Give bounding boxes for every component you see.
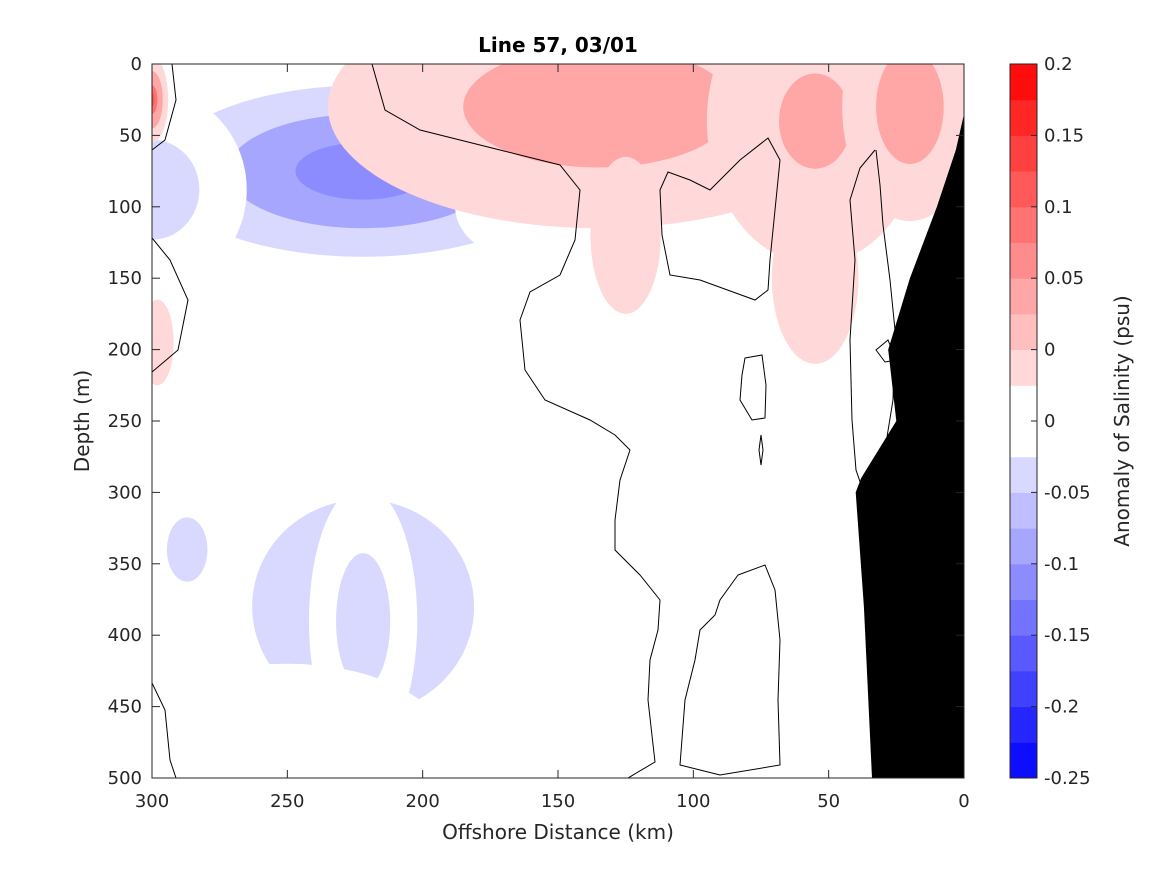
- contour-field: [152, 64, 964, 778]
- bathymetry-mask: [855, 114, 964, 778]
- colorbar-level: [1010, 313, 1037, 351]
- colorbar-tick-label: 0.2: [1044, 54, 1073, 75]
- colorbar-level: [1010, 421, 1037, 458]
- zero-contour-line: [758, 434, 764, 466]
- plot-area: [152, 64, 964, 778]
- colorbar-level: [1010, 635, 1037, 672]
- y-tick-label: 500: [108, 768, 142, 789]
- colorbar-level: [1010, 278, 1037, 315]
- y-tick-label: 150: [108, 268, 142, 289]
- y-tick-label: 100: [108, 197, 142, 218]
- colorbar-level: [1010, 206, 1037, 243]
- colorbar-label: Anomaly of Salinity (psu): [1110, 295, 1134, 546]
- y-tick-label: 300: [108, 482, 142, 503]
- colorbar-level: [1010, 64, 1037, 101]
- contour-band: [530, 76, 667, 138]
- contour-band: [793, 235, 837, 322]
- x-tick-label: 150: [541, 791, 575, 812]
- colorbar-level: [1010, 670, 1037, 708]
- colorbar-ticks: -0.25 -0.2 -0.15 -0.1 -0.05 0 0 0.05 0.1 0.15 0.2: [1031, 54, 1091, 789]
- zero-contour-line: [739, 354, 767, 421]
- zero-contour-line: [371, 64, 661, 778]
- y-tick-label: 400: [108, 625, 142, 646]
- salinity-anomaly-region: [152, 89, 247, 290]
- contour-band: [779, 73, 852, 169]
- contour-band: [166, 517, 208, 582]
- colorbar-tick-label: -0.1: [1044, 554, 1079, 575]
- colorbar-tick-label: -0.2: [1044, 697, 1079, 718]
- y-tick-label: 450: [108, 697, 142, 718]
- contour-band: [152, 299, 174, 386]
- colorbar-level: [1010, 135, 1037, 172]
- colorbar-level: [1010, 742, 1037, 779]
- y-axis: 0 50 100 150 200 250 300 350 400 450 500: [108, 54, 964, 789]
- salinity-anomaly-region: [590, 156, 661, 314]
- colorbar-level: [1010, 599, 1037, 636]
- colorbar-level: [1010, 171, 1037, 208]
- colorbar-level: [1010, 706, 1037, 743]
- contour-band: [590, 156, 661, 314]
- x-tick-label: 200: [405, 791, 439, 812]
- colorbar-level: [1010, 528, 1037, 565]
- colorbar-level: [1010, 492, 1037, 529]
- colorbar-tick-label: -0.05: [1044, 482, 1091, 503]
- y-tick-label: 350: [108, 554, 142, 575]
- zero-contour-line: [659, 137, 781, 301]
- x-axis: 300 250 200 150 100 50 0: [135, 64, 970, 812]
- salinity-anomaly-region: [152, 485, 228, 614]
- colorbar: [1010, 64, 1037, 779]
- salinity-anomaly-region: [152, 663, 450, 778]
- zero-contour-line: [679, 564, 781, 776]
- y-tick-label: 200: [108, 340, 142, 361]
- colorbar-tick-label: -0.15: [1044, 625, 1091, 646]
- y-tick-label: 250: [108, 411, 142, 432]
- x-axis-label: Offshore Distance (km): [442, 820, 674, 844]
- contour-band: [152, 92, 155, 107]
- x-tick-label: 250: [270, 791, 304, 812]
- contour-band: [892, 78, 927, 136]
- contour-band: [152, 663, 450, 778]
- contour-band: [336, 553, 391, 689]
- x-tick-label: 300: [135, 791, 169, 812]
- colorbar-level: [1010, 456, 1037, 493]
- colorbar-level: [1010, 385, 1037, 422]
- colorbar-level: [1010, 349, 1037, 386]
- y-tick-label: 50: [119, 125, 142, 146]
- chart-title: Line 57, 03/01: [478, 33, 638, 57]
- y-tick-label: 0: [131, 54, 142, 75]
- colorbar-level: [1010, 563, 1037, 600]
- salinity-anomaly-region: [152, 299, 174, 386]
- x-tick-label: 100: [676, 791, 710, 812]
- salinity-anomaly-region: [152, 64, 169, 143]
- salinity-anomaly-region: [842, 64, 964, 222]
- colorbar-tick-label: 0: [1044, 411, 1055, 432]
- colorbar-tick-label: 0.15: [1044, 125, 1084, 146]
- colorbar-tick-label: 0.1: [1044, 197, 1073, 218]
- colorbar-tick-label: 0.05: [1044, 268, 1084, 289]
- colorbar-tick-label: -0.25: [1044, 768, 1091, 789]
- x-tick-label: 0: [958, 791, 969, 812]
- x-tick-label: 50: [817, 791, 840, 812]
- contour-band: [152, 139, 200, 240]
- zero-contour-line: [152, 682, 177, 778]
- zero-contour-line: [152, 64, 177, 151]
- colorbar-level: [1010, 99, 1037, 136]
- y-axis-label: Depth (m): [70, 370, 94, 472]
- salinity-anomaly-region: [771, 192, 859, 364]
- colorbar-tick-label: 0: [1044, 340, 1055, 361]
- colorbar-level: [1010, 242, 1037, 279]
- zero-contour-line: [152, 237, 189, 373]
